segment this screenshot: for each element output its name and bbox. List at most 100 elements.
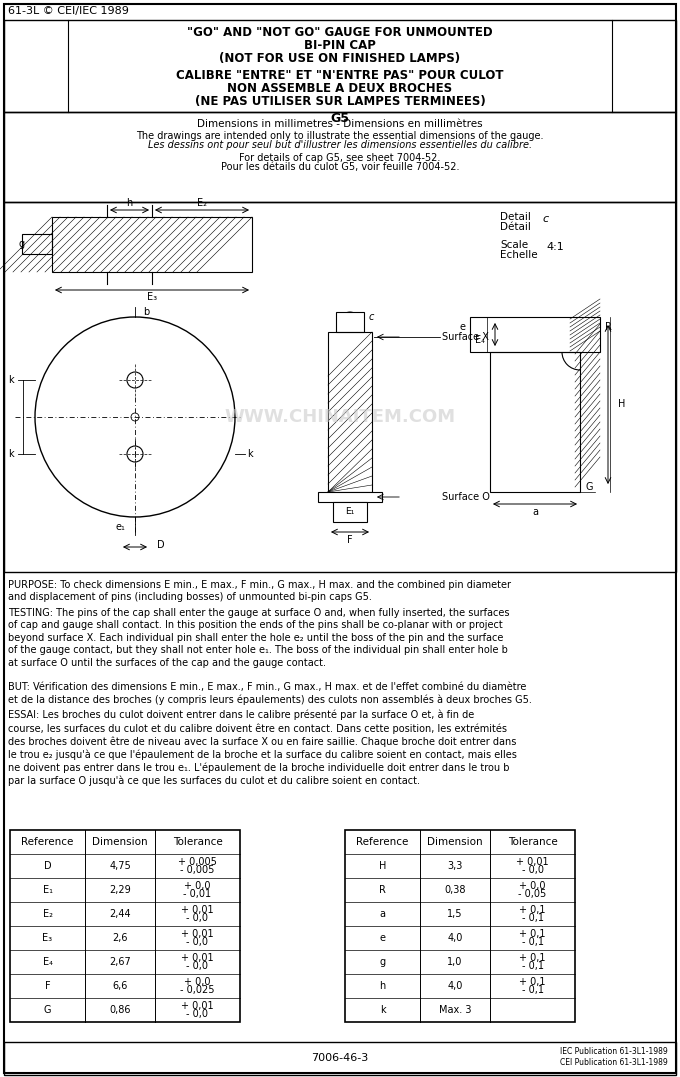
Text: k: k (8, 449, 14, 459)
Text: TESTING: The pins of the cap shall enter the gauge at surface O and, when fully : TESTING: The pins of the cap shall enter… (8, 609, 509, 668)
Text: Les dessins ont pour seul but d'illustrer les dimensions essentielles du calibre: Les dessins ont pour seul but d'illustre… (148, 140, 532, 150)
Text: IEC Publication 61-3L1-1989
CEI Publication 61-3L1-1989: IEC Publication 61-3L1-1989 CEI Publicat… (560, 1047, 668, 1067)
Text: E₂: E₂ (197, 198, 207, 208)
Text: + 0,0: + 0,0 (184, 881, 211, 891)
Text: e: e (379, 933, 386, 943)
Text: k: k (8, 375, 14, 384)
Bar (345, 830, 575, 1022)
Text: 2,44: 2,44 (109, 909, 131, 919)
Text: For details of cap G5, see sheet 7004-52.: For details of cap G5, see sheet 7004-52… (239, 153, 441, 163)
Text: k: k (247, 449, 253, 459)
Text: (NOT FOR USE ON FINISHED LAMPS): (NOT FOR USE ON FINISHED LAMPS) (220, 52, 460, 65)
Text: G: G (585, 482, 592, 492)
Text: + 0,1: + 0,1 (520, 977, 546, 987)
Text: 6,6: 6,6 (112, 981, 128, 991)
Text: Surface O: Surface O (442, 492, 490, 502)
Text: E₁: E₁ (345, 507, 355, 517)
Text: k: k (379, 1005, 386, 1015)
Text: - 0,1: - 0,1 (522, 985, 543, 995)
Text: R: R (379, 885, 386, 895)
Bar (336, 312, 364, 332)
Text: 7006-46-3: 7006-46-3 (311, 1053, 369, 1063)
Bar (10, 830, 240, 1022)
Bar (4, 20, 676, 112)
Text: - 0,025: - 0,025 (180, 985, 215, 995)
Text: E₂: E₂ (42, 909, 52, 919)
Bar (52, 216, 252, 272)
Text: + 0,01: + 0,01 (516, 857, 549, 867)
Text: 4:1: 4:1 (546, 242, 564, 252)
Text: a: a (532, 507, 538, 517)
Text: WWW.CHINAITEM.COM: WWW.CHINAITEM.COM (224, 408, 456, 426)
Text: e₁: e₁ (115, 522, 125, 532)
Text: F: F (45, 981, 50, 991)
Text: - 0,005: - 0,005 (180, 865, 215, 875)
Text: + 0,01: + 0,01 (181, 905, 214, 915)
Text: h: h (379, 981, 386, 991)
Text: 4,75: 4,75 (109, 861, 131, 871)
Text: Echelle: Echelle (500, 250, 538, 260)
Bar (490, 352, 580, 492)
Text: + 0,1: + 0,1 (520, 929, 546, 939)
Text: + 0,01: + 0,01 (181, 929, 214, 939)
Text: + 0,01: + 0,01 (181, 953, 214, 963)
Text: Max. 3: Max. 3 (439, 1005, 471, 1015)
Text: c: c (542, 214, 548, 224)
Text: 2,6: 2,6 (112, 933, 128, 943)
Text: 0,86: 0,86 (109, 1005, 131, 1015)
Text: H: H (618, 398, 626, 409)
Text: 4,0: 4,0 (447, 933, 462, 943)
Text: F: F (347, 535, 353, 545)
Text: b: b (143, 307, 149, 317)
Text: Reference: Reference (356, 837, 409, 847)
Text: 1,5: 1,5 (447, 909, 463, 919)
Text: "GO" AND "NOT GO" GAUGE FOR UNMOUNTED: "GO" AND "NOT GO" GAUGE FOR UNMOUNTED (187, 26, 493, 39)
Text: 1,0: 1,0 (447, 957, 462, 967)
Text: E₁: E₁ (42, 885, 52, 895)
Text: g: g (19, 239, 25, 249)
Text: D: D (44, 861, 51, 871)
Text: e: e (459, 322, 465, 332)
Text: R: R (605, 322, 612, 332)
Text: 2,29: 2,29 (109, 885, 131, 895)
Text: 61-3L © CEI/IEC 1989: 61-3L © CEI/IEC 1989 (8, 6, 129, 16)
Bar (4, 112, 676, 202)
Text: - 0,1: - 0,1 (522, 913, 543, 923)
Text: Dimension: Dimension (427, 837, 483, 847)
Text: + 0,0: + 0,0 (520, 881, 546, 891)
Text: h: h (126, 198, 132, 208)
Text: + 0,0: + 0,0 (184, 977, 211, 987)
Text: + 0,1: + 0,1 (520, 953, 546, 963)
Text: - 0,01: - 0,01 (184, 889, 211, 899)
Text: Surface X: Surface X (442, 332, 489, 342)
Text: H: H (379, 861, 386, 871)
Text: E₃: E₃ (147, 292, 157, 302)
Text: - 0,0: - 0,0 (522, 865, 543, 875)
Text: + 0,1: + 0,1 (520, 905, 546, 915)
Text: - 0,0: - 0,0 (186, 913, 209, 923)
Text: Detail: Detail (500, 212, 531, 222)
Text: g: g (379, 957, 386, 967)
Text: Reference: Reference (21, 837, 73, 847)
Text: 0,38: 0,38 (444, 885, 466, 895)
Text: - 0,0: - 0,0 (186, 1009, 209, 1019)
Text: Dimensions in millimetres - Dimensions en millimètres: Dimensions in millimetres - Dimensions e… (197, 118, 483, 129)
Text: CALIBRE "ENTRE" ET "N'ENTRE PAS" POUR CULOT: CALIBRE "ENTRE" ET "N'ENTRE PAS" POUR CU… (176, 69, 504, 82)
Text: NON ASSEMBLE A DEUX BROCHES: NON ASSEMBLE A DEUX BROCHES (227, 82, 453, 95)
Text: Pour les détails du culot G5, voir feuille 7004-52.: Pour les détails du culot G5, voir feuil… (221, 162, 459, 172)
Text: - 0,1: - 0,1 (522, 937, 543, 947)
Text: E₃: E₃ (42, 933, 52, 943)
Text: E₄: E₄ (475, 335, 485, 345)
Bar (4, 202, 676, 572)
Bar (318, 492, 382, 502)
Text: BUT: Vérification des dimensions E min., E max., F min., G max., H max. et de l': BUT: Vérification des dimensions E min.,… (8, 682, 532, 705)
Text: The drawings are intended only to illustrate the essential dimensions of the gau: The drawings are intended only to illust… (136, 131, 544, 141)
Text: BI-PIN CAP: BI-PIN CAP (304, 39, 376, 52)
Text: - 0,0: - 0,0 (186, 961, 209, 971)
Text: + 0,005: + 0,005 (178, 857, 217, 867)
Text: ESSAI: Les broches du culot doivent entrer dans le calibre présenté par la surfa: ESSAI: Les broches du culot doivent entr… (8, 710, 517, 786)
Text: - 0,05: - 0,05 (518, 889, 547, 899)
Text: Dimension: Dimension (92, 837, 148, 847)
Text: Scale: Scale (500, 240, 528, 250)
Text: PURPOSE: To check dimensions E min., E max., F min., G max., H max. and the comb: PURPOSE: To check dimensions E min., E m… (8, 581, 511, 602)
